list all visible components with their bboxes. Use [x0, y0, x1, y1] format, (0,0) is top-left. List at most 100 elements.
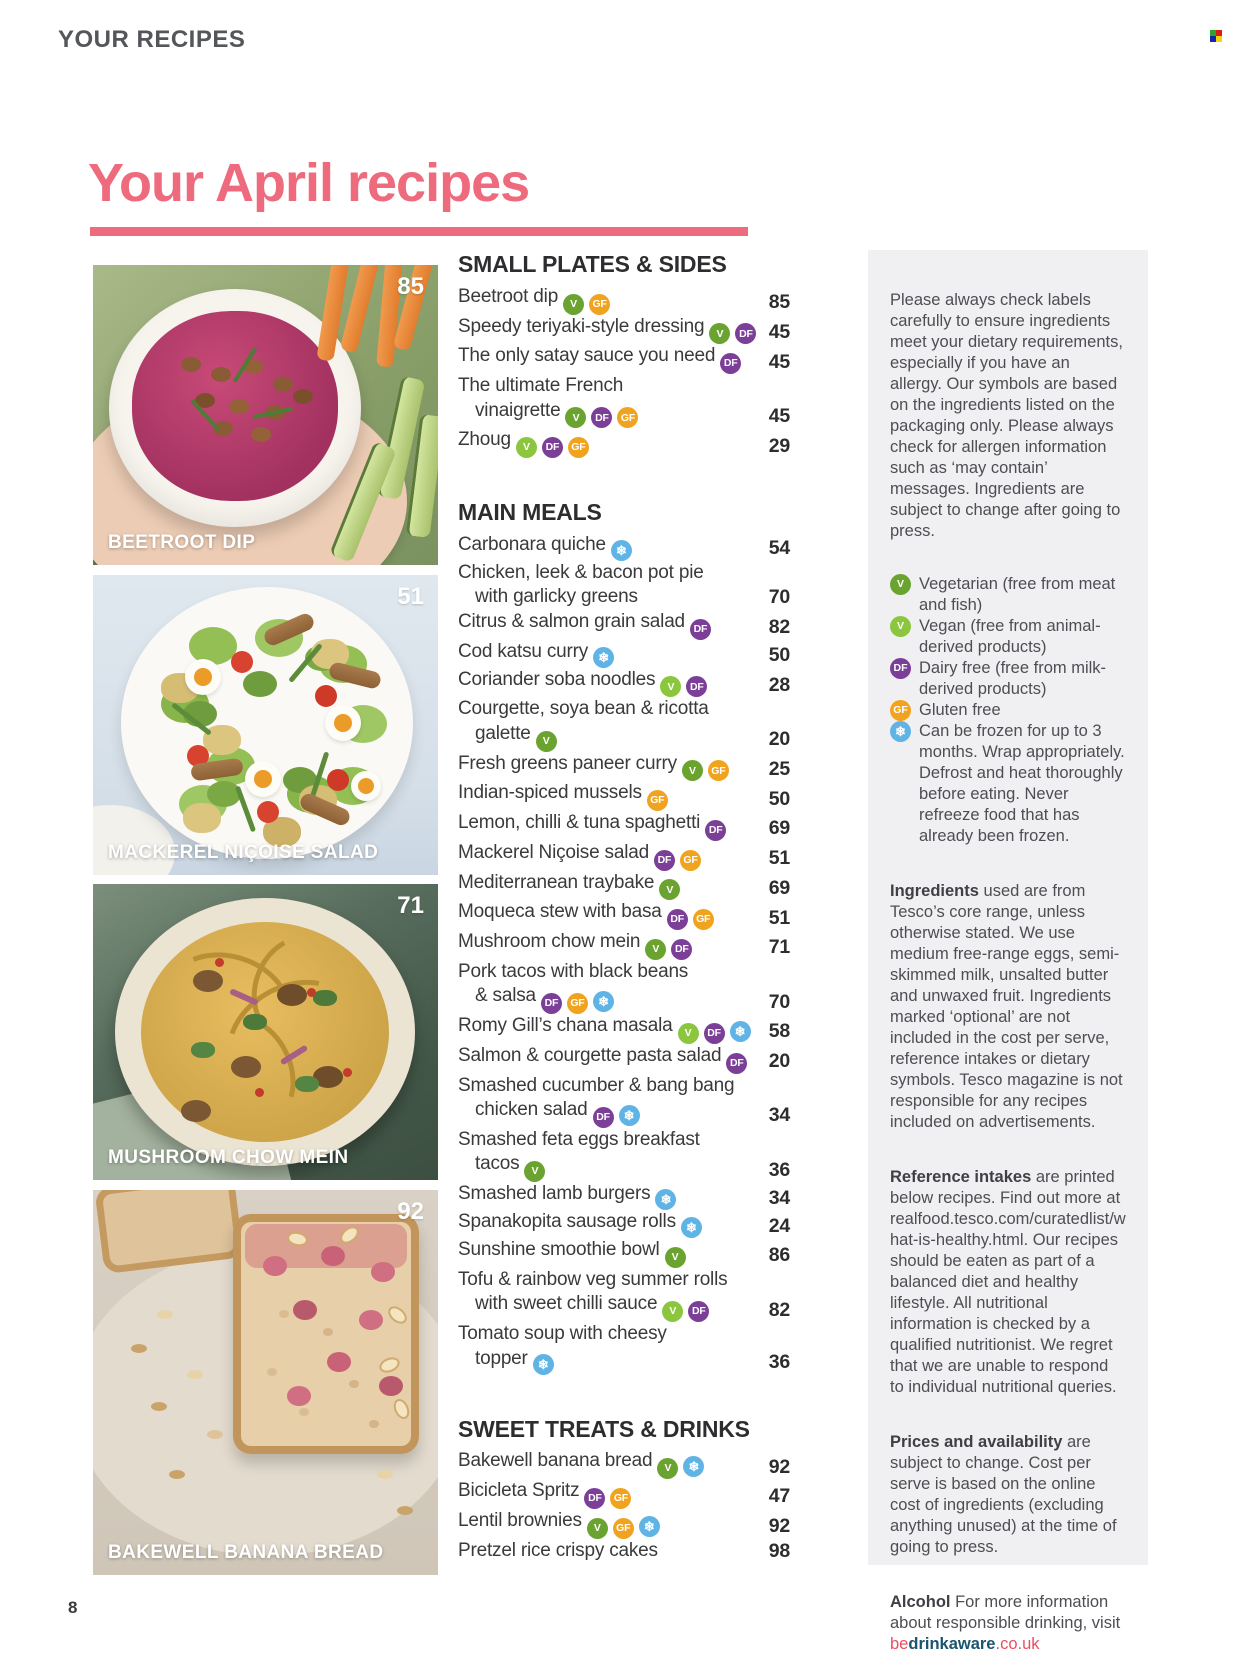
- gluten-free-icon: GF: [890, 700, 911, 721]
- toc-section-title: MAIN MEALS: [458, 499, 602, 525]
- toc-section: SWEET TREATS & DRINKS Bakewell banana bre…: [458, 1415, 790, 1564]
- legend-text: Can be frozen for up to 3 months. Wrap a…: [919, 722, 1125, 845]
- toc-item-title: Tomato soup with cheesy topper ❄: [458, 1322, 667, 1375]
- legend-text: Dairy free (free from milk-derived produ…: [919, 659, 1107, 698]
- freezable-icon: ❄: [618, 1105, 640, 1126]
- toc-item: Bicicleta Spritz DF GF 47: [458, 1479, 790, 1509]
- freezable-icon: ❄: [890, 721, 911, 742]
- toc-item-title: The ultimate French vinaigrette V DF GF: [458, 374, 639, 429]
- toc-item-page-number: 20: [768, 728, 790, 750]
- legend-row: V Vegetarian (free from meat and fish): [890, 574, 1126, 616]
- photo-caption: MACKEREL NIÇOISE SALAD: [108, 842, 379, 863]
- gluten-free-icon: GF: [566, 993, 588, 1014]
- freezable-icon: ❄: [532, 1353, 554, 1375]
- toc-item-page-number: 69: [768, 876, 790, 899]
- toc-item-title: Bicicleta Spritz DF GF: [458, 1479, 632, 1509]
- vegetarian-icon: V: [565, 407, 587, 429]
- dairy-free-icon: DF: [689, 618, 711, 640]
- toc-item: The only satay sauce you need DF 45: [458, 344, 790, 374]
- photo-beetroot-dip: 85 BEETROOT DIP: [93, 265, 438, 565]
- freezable-icon: ❄: [680, 1217, 702, 1238]
- photo-mushroom-chow-mein: 71 MUSHROOM CHOW MEIN: [93, 884, 438, 1180]
- toc-item-title: Moqueca stew with basa DF GF: [458, 900, 714, 930]
- info-sidebar: Please always check labels carefully to …: [868, 250, 1148, 1653]
- dairy-free-icon: DF: [540, 993, 562, 1014]
- toc-section: SMALL PLATES & SIDES Beetroot dip V GF 85 Spe…: [458, 251, 790, 458]
- legend-row: V Vegan (free from animal-derived product…: [890, 616, 1126, 658]
- vegan-icon: V: [660, 676, 682, 698]
- toc-item: Moqueca stew with basa DF GF 51: [458, 900, 790, 930]
- reference-intakes-lead: Reference intakes: [890, 1168, 1032, 1186]
- toc-item-title: Bakewell banana bread V ❄: [458, 1449, 705, 1479]
- toc-item-page-number: 71: [768, 936, 790, 959]
- freezable-icon: ❄: [593, 646, 615, 668]
- freezable-icon: ❄: [592, 991, 614, 1013]
- drinkaware-link[interactable]: bedrinkaware.co.uk: [890, 1635, 1040, 1653]
- dairy-free-icon: DF: [703, 1022, 725, 1044]
- vegetarian-icon: V: [681, 760, 703, 782]
- toc-item: Tofu & rainbow veg summer rolls with swee…: [458, 1268, 790, 1322]
- prices-note: Prices and availability are subject to c…: [890, 1433, 1117, 1556]
- vegetarian-icon: V: [586, 1517, 608, 1539]
- vegetarian-icon: V: [524, 1161, 546, 1182]
- toc-item: Chicken, leek & bacon pot pie with garlic…: [458, 561, 790, 610]
- freezable-icon: ❄: [683, 1456, 705, 1478]
- allergen-notice: Please always check labels carefully to …: [890, 291, 1123, 540]
- toc-item-page-number: 34: [768, 1186, 790, 1209]
- photo-page-number: 85: [397, 273, 424, 300]
- page-title: Your April recipes: [88, 153, 530, 213]
- toc-item: Lemon, chilli & tuna spaghetti DF 69: [458, 811, 790, 841]
- toc-item-page-number: 54: [768, 537, 790, 560]
- toc-item-page-number: 51: [768, 906, 790, 929]
- vegetarian-icon: V: [657, 1458, 679, 1479]
- toc-item-title: Tofu & rainbow veg summer rolls with swee…: [458, 1268, 728, 1322]
- legend-row: GF Gluten free: [890, 700, 1126, 721]
- toc-item-page-number: 29: [768, 434, 790, 457]
- toc-item-page-number: 92: [768, 1515, 790, 1537]
- ingredients-lead: Ingredients: [890, 882, 979, 900]
- dairy-free-icon: DF: [890, 658, 911, 679]
- toc-item-page-number: 85: [768, 291, 790, 313]
- photo-caption: BEETROOT DIP: [108, 532, 256, 553]
- toc-item: Speedy teriyaki-style dressing V DF 45: [458, 315, 790, 345]
- freezable-icon: ❄: [729, 1021, 751, 1042]
- prices-lead: Prices and availability: [890, 1433, 1063, 1451]
- toc-item: The ultimate French vinaigrette V DF GF 45: [458, 374, 790, 429]
- toc-item: Indian-spiced mussels GF 50: [458, 781, 790, 811]
- toc-item-page-number: 82: [768, 616, 790, 638]
- vegetarian-icon: V: [664, 1246, 686, 1268]
- vegan-icon: V: [515, 437, 537, 458]
- toc-item: Romy Gill’s chana masala V DF ❄ 58: [458, 1014, 790, 1044]
- toc-item-title: Speedy teriyaki-style dressing V DF: [458, 315, 757, 345]
- toc-item-page-number: 20: [768, 1050, 790, 1072]
- dairy-free-icon: DF: [688, 1301, 710, 1322]
- toc-item: Smashed lamb burgers ❄ 34: [458, 1182, 790, 1210]
- toc-item-title: Coriander soba noodles V DF: [458, 668, 708, 698]
- toc-item-title: Mackerel Niçoise salad DF GF: [458, 841, 701, 871]
- toc-item: Citrus & salmon grain salad DF 82: [458, 610, 790, 640]
- gluten-free-icon: GF: [707, 760, 729, 782]
- toc-item: Tomato soup with cheesy topper ❄ 36: [458, 1322, 790, 1375]
- toc-section-title: SWEET TREATS & DRINKS: [458, 1415, 750, 1442]
- toc-item-title: Mushroom chow mein V DF: [458, 930, 693, 960]
- photo-caption: BAKEWELL BANANA BREAD: [108, 1542, 384, 1563]
- dairy-free-icon: DF: [541, 437, 563, 458]
- gluten-free-icon: GF: [679, 849, 701, 871]
- vegetarian-icon: V: [659, 879, 681, 901]
- toc-item: Salmon & courgette pasta salad DF 20: [458, 1044, 790, 1074]
- vegan-icon: V: [662, 1301, 684, 1322]
- toc-item-page-number: 50: [768, 644, 790, 666]
- dietary-symbols-legend: V Vegetarian (free from meat and fish) V Ve…: [890, 574, 1126, 847]
- toc-item-title: Lemon, chilli & tuna spaghetti DF: [458, 811, 727, 841]
- toc-item-title: Cod katsu curry ❄: [458, 640, 615, 668]
- toc-item-title: Smashed lamb burgers ❄: [458, 1182, 677, 1210]
- walnut-topping: [181, 357, 201, 372]
- section-kicker: YOUR RECIPES: [58, 26, 246, 53]
- toc-section-title: SMALL PLATES & SIDES: [458, 251, 727, 277]
- toc-item: Mushroom chow mein V DF 71: [458, 930, 790, 960]
- toc-item-title: Courgette, soya bean & ricotta galette V: [458, 697, 709, 752]
- dairy-free-icon: DF: [653, 849, 675, 871]
- toc-item: Carbonara quiche ❄ 54: [458, 533, 790, 561]
- vegetarian-icon: V: [563, 293, 585, 315]
